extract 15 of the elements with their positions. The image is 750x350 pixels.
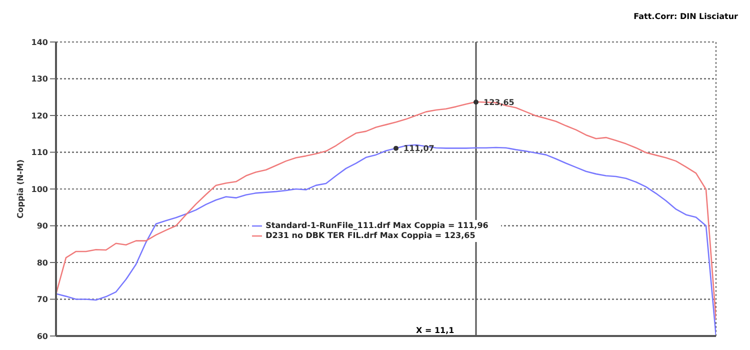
legend-label: D231 no DBK TER FIL.drf Max Coppia = 123,65 — [266, 231, 476, 240]
y-axis-title: Coppia (N-M) — [16, 159, 25, 219]
y-tick-label: 60 — [36, 332, 48, 341]
y-tick-label: 130 — [31, 74, 48, 84]
text: Fatt.Corr: DIN Lisciatur — [634, 12, 738, 21]
y-tick-label: 140 — [31, 38, 48, 47]
y-tick-label: 90 — [36, 222, 48, 231]
y-tick-label: 80 — [36, 258, 48, 268]
y-tick-label: 110 — [31, 148, 48, 158]
legend-label: Standard-1-RunFile_111.drf Max Coppia = 111,96 — [266, 221, 488, 230]
y-tick-label: 100 — [31, 184, 48, 194]
annotation: 111,07 — [404, 144, 434, 154]
y-tick-label: 70 — [36, 295, 48, 304]
y-tick-label: 120 — [31, 111, 48, 120]
annotation: X = 11,1 — [414, 326, 456, 335]
